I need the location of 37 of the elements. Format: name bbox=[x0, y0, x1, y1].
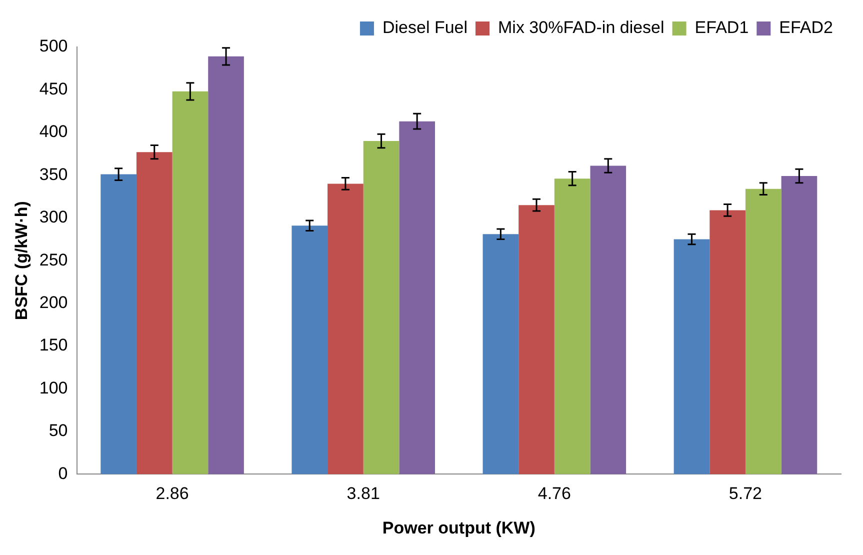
bar bbox=[710, 210, 746, 474]
y-tick-label: 200 bbox=[39, 293, 68, 312]
x-tick-label: 5.72 bbox=[728, 484, 762, 504]
y-axis-title: BSFC (g/kW·h) bbox=[12, 201, 31, 320]
bar bbox=[399, 121, 435, 474]
legend-label: EFAD2 bbox=[779, 18, 834, 38]
x-tick-label: 3.81 bbox=[346, 484, 380, 504]
bar bbox=[328, 184, 364, 474]
bar bbox=[590, 166, 626, 474]
y-tick-label: 500 bbox=[39, 36, 68, 56]
bar bbox=[100, 174, 136, 474]
bar bbox=[136, 152, 172, 474]
legend-label: EFAD1 bbox=[694, 18, 749, 38]
legend-label: Mix 30%FAD-in diesel bbox=[498, 18, 664, 38]
x-tick-label: 4.76 bbox=[538, 484, 571, 504]
x-tick-label: 2.86 bbox=[156, 484, 189, 504]
y-tick-label: 150 bbox=[39, 336, 68, 355]
y-tick-label: 400 bbox=[39, 122, 68, 142]
legend-label: Diesel Fuel bbox=[382, 18, 468, 38]
bar bbox=[674, 239, 710, 474]
bar bbox=[482, 234, 519, 474]
y-tick-label: 450 bbox=[39, 79, 68, 98]
bar bbox=[781, 176, 818, 474]
y-tick-label: 50 bbox=[48, 421, 68, 440]
y-tick-label: 250 bbox=[39, 250, 68, 270]
y-tick-label: 100 bbox=[39, 378, 68, 398]
bar bbox=[208, 56, 244, 474]
y-tick-label: 0 bbox=[58, 464, 68, 483]
bar bbox=[363, 140, 400, 474]
x-axis-title: Power output (KW) bbox=[382, 518, 536, 538]
y-tick-label: 350 bbox=[39, 164, 68, 184]
bar bbox=[518, 205, 554, 474]
y-tick-label: 300 bbox=[39, 208, 68, 227]
bar bbox=[745, 188, 782, 474]
bar bbox=[292, 226, 328, 474]
bar bbox=[172, 91, 208, 474]
bar bbox=[554, 178, 590, 474]
